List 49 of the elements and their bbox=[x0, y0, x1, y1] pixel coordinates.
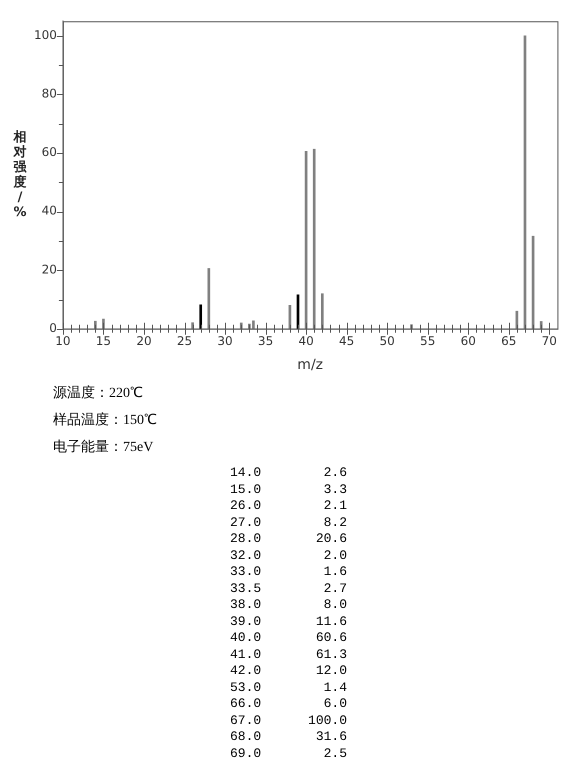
x-tick-label: 25 bbox=[176, 334, 192, 348]
text: 66.0 6.0 bbox=[230, 696, 348, 711]
text: 33.0 1.6 bbox=[230, 564, 348, 579]
x-tick-label: 30 bbox=[217, 334, 233, 348]
text: 38.0 8.0 bbox=[230, 597, 348, 612]
text: 41.0 61.3 bbox=[230, 646, 348, 662]
text: 15.0 3.3 bbox=[230, 482, 348, 496]
x-tick-label: 50 bbox=[380, 334, 395, 348]
bar bbox=[532, 236, 534, 329]
text: 电子能量：75eV bbox=[53, 438, 154, 457]
y-tick-label: 0 bbox=[49, 320, 57, 335]
text: 样品温度：150℃ bbox=[53, 411, 158, 430]
x-tick-label: 45 bbox=[338, 334, 354, 348]
text: 40.0 60.6 bbox=[230, 630, 348, 645]
x-tick-label: 35 bbox=[258, 334, 274, 348]
text: 33.5 2.7 bbox=[230, 580, 348, 596]
bar bbox=[296, 294, 300, 329]
x-axis-title: m/z bbox=[297, 357, 324, 374]
text: 26.0 2.1 bbox=[230, 498, 348, 513]
y-tick-label: 20 bbox=[42, 262, 57, 276]
bar bbox=[252, 320, 255, 329]
bar bbox=[524, 36, 526, 329]
text: 14.0 2.6 bbox=[230, 465, 348, 480]
x-tick-label: 55 bbox=[420, 334, 436, 348]
y-tick-label: 60 bbox=[42, 145, 57, 160]
x-tick-label: 70 bbox=[542, 334, 557, 348]
text: 28.0 20.6 bbox=[230, 531, 348, 546]
text: 39.0 11.6 bbox=[230, 614, 348, 628]
x-tick-label: 60 bbox=[460, 334, 476, 348]
text: 67.0 100.0 bbox=[230, 712, 348, 728]
text: 53.0 1.4 bbox=[230, 680, 348, 694]
y-tick-label: 80 bbox=[42, 86, 57, 101]
text: 源温度：220℃ bbox=[53, 384, 144, 403]
bar bbox=[304, 150, 308, 329]
bar bbox=[312, 148, 316, 329]
text: 32.0 2.0 bbox=[230, 548, 348, 562]
x-tick-label: 20 bbox=[136, 334, 152, 348]
text: 68.0 31.6 bbox=[230, 729, 348, 744]
y-tick-label: 100 bbox=[34, 28, 57, 42]
x-tick-label: 65 bbox=[501, 334, 516, 348]
x-tick-label: 40 bbox=[298, 334, 314, 348]
x-tick-label: 15 bbox=[96, 334, 112, 348]
text: 42.0 12.0 bbox=[230, 663, 348, 678]
bar bbox=[207, 268, 210, 329]
y-axis-title: 相对强度/% bbox=[12, 130, 28, 220]
y-tick-label: 40 bbox=[42, 204, 57, 218]
x-tick-label: 10 bbox=[55, 334, 71, 348]
text: 27.0 8.2 bbox=[230, 514, 348, 530]
text: 69.0 2.5 bbox=[230, 746, 348, 760]
